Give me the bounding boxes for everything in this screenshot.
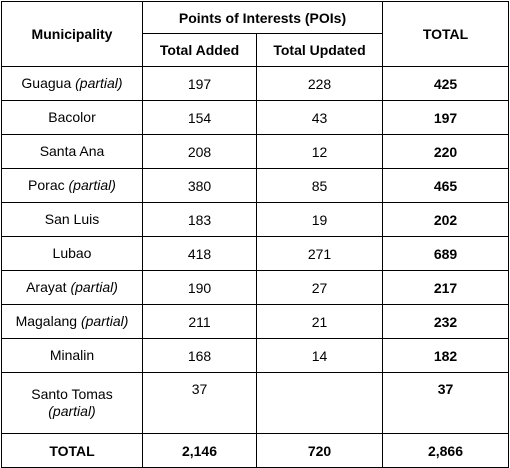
updated-cell: 14 bbox=[256, 338, 383, 373]
table-row: Santo Tomas (partial) 37 37 bbox=[1, 372, 509, 434]
added-cell: 208 bbox=[142, 134, 257, 169]
totals-added: 2,146 bbox=[142, 433, 257, 468]
total-cell: 220 bbox=[382, 134, 509, 169]
added-cell: 197 bbox=[142, 66, 257, 101]
added-cell: 418 bbox=[142, 236, 257, 271]
updated-cell: 21 bbox=[256, 304, 383, 339]
municipality-cell: Santo Tomas (partial) bbox=[1, 372, 143, 434]
updated-cell: 27 bbox=[256, 270, 383, 305]
municipality-cell: Porac (partial) bbox=[1, 168, 143, 203]
total-cell: 37 bbox=[382, 372, 509, 434]
totals-total: 2,866 bbox=[382, 433, 509, 468]
municipality-cell: Lubao bbox=[1, 236, 143, 271]
total-cell: 202 bbox=[382, 202, 509, 237]
total-cell: 465 bbox=[382, 168, 509, 203]
added-cell: 154 bbox=[142, 100, 257, 135]
municipality-cell: Arayat (partial) bbox=[1, 270, 143, 305]
table-row: San Luis 183 19 202 bbox=[1, 202, 509, 237]
table-row: Bacolor 154 43 197 bbox=[1, 100, 509, 135]
table-row: Lubao 418 271 689 bbox=[1, 236, 509, 271]
header-total-updated: Total Updated bbox=[256, 33, 383, 67]
added-cell: 190 bbox=[142, 270, 257, 305]
table-row: Arayat (partial) 190 27 217 bbox=[1, 270, 509, 305]
total-cell: 217 bbox=[382, 270, 509, 305]
table-row: Porac (partial) 380 85 465 bbox=[1, 168, 509, 203]
totals-updated: 720 bbox=[256, 433, 383, 468]
totals-row: TOTAL 2,146 720 2,866 bbox=[1, 433, 509, 468]
added-cell: 183 bbox=[142, 202, 257, 237]
header-municipality: Municipality bbox=[1, 1, 143, 67]
total-cell: 425 bbox=[382, 66, 509, 101]
header-total-added: Total Added bbox=[142, 33, 257, 67]
total-cell: 197 bbox=[382, 100, 509, 135]
municipality-cell: Bacolor bbox=[1, 100, 143, 135]
table-row: Minalin 168 14 182 bbox=[1, 338, 509, 373]
total-cell: 182 bbox=[382, 338, 509, 373]
updated-cell: 19 bbox=[256, 202, 383, 237]
updated-cell: 228 bbox=[256, 66, 383, 101]
total-cell: 232 bbox=[382, 304, 509, 339]
header-pois-group: Points of Interests (POIs) bbox=[142, 1, 383, 34]
updated-cell bbox=[256, 372, 383, 434]
added-cell: 211 bbox=[142, 304, 257, 339]
municipality-cell: Guagua (partial) bbox=[1, 66, 143, 101]
table-row: Magalang (partial) 211 21 232 bbox=[1, 304, 509, 339]
added-cell: 380 bbox=[142, 168, 257, 203]
updated-cell: 43 bbox=[256, 100, 383, 135]
municipality-cell: Minalin bbox=[1, 338, 143, 373]
updated-cell: 85 bbox=[256, 168, 383, 203]
totals-label: TOTAL bbox=[1, 433, 143, 468]
table-row: Santa Ana 208 12 220 bbox=[1, 134, 509, 169]
municipality-cell: Magalang (partial) bbox=[1, 304, 143, 339]
header-total: TOTAL bbox=[382, 1, 509, 67]
municipality-cell: San Luis bbox=[1, 202, 143, 237]
table-row: Guagua (partial) 197 228 425 bbox=[1, 66, 509, 101]
added-cell: 37 bbox=[142, 372, 257, 434]
updated-cell: 12 bbox=[256, 134, 383, 169]
added-cell: 168 bbox=[142, 338, 257, 373]
municipality-cell: Santa Ana bbox=[1, 134, 143, 169]
total-cell: 689 bbox=[382, 236, 509, 271]
updated-cell: 271 bbox=[256, 236, 383, 271]
